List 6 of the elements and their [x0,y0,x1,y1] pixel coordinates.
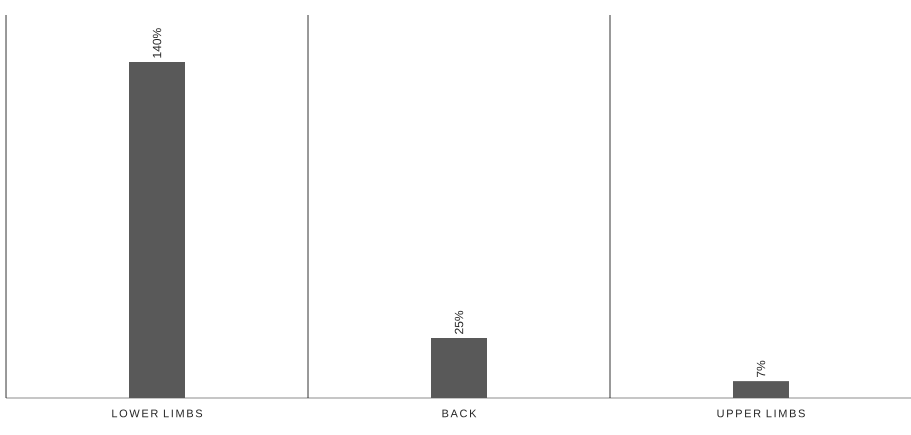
x-tick-label: BACK [442,410,476,418]
data-label: 25% [454,310,464,334]
data-label: 7% [756,360,766,378]
x-tick-label: UPPER LIMBS [717,410,805,418]
x-tick-label: LOWER LIMBS [112,410,202,418]
data-label: 140% [152,28,162,58]
